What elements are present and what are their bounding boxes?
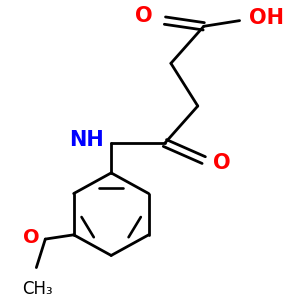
Text: CH₃: CH₃: [22, 280, 53, 298]
Text: O: O: [213, 153, 230, 173]
Text: NH: NH: [69, 130, 104, 150]
Text: OH: OH: [248, 8, 284, 28]
Text: O: O: [23, 228, 39, 247]
Text: O: O: [135, 6, 153, 26]
